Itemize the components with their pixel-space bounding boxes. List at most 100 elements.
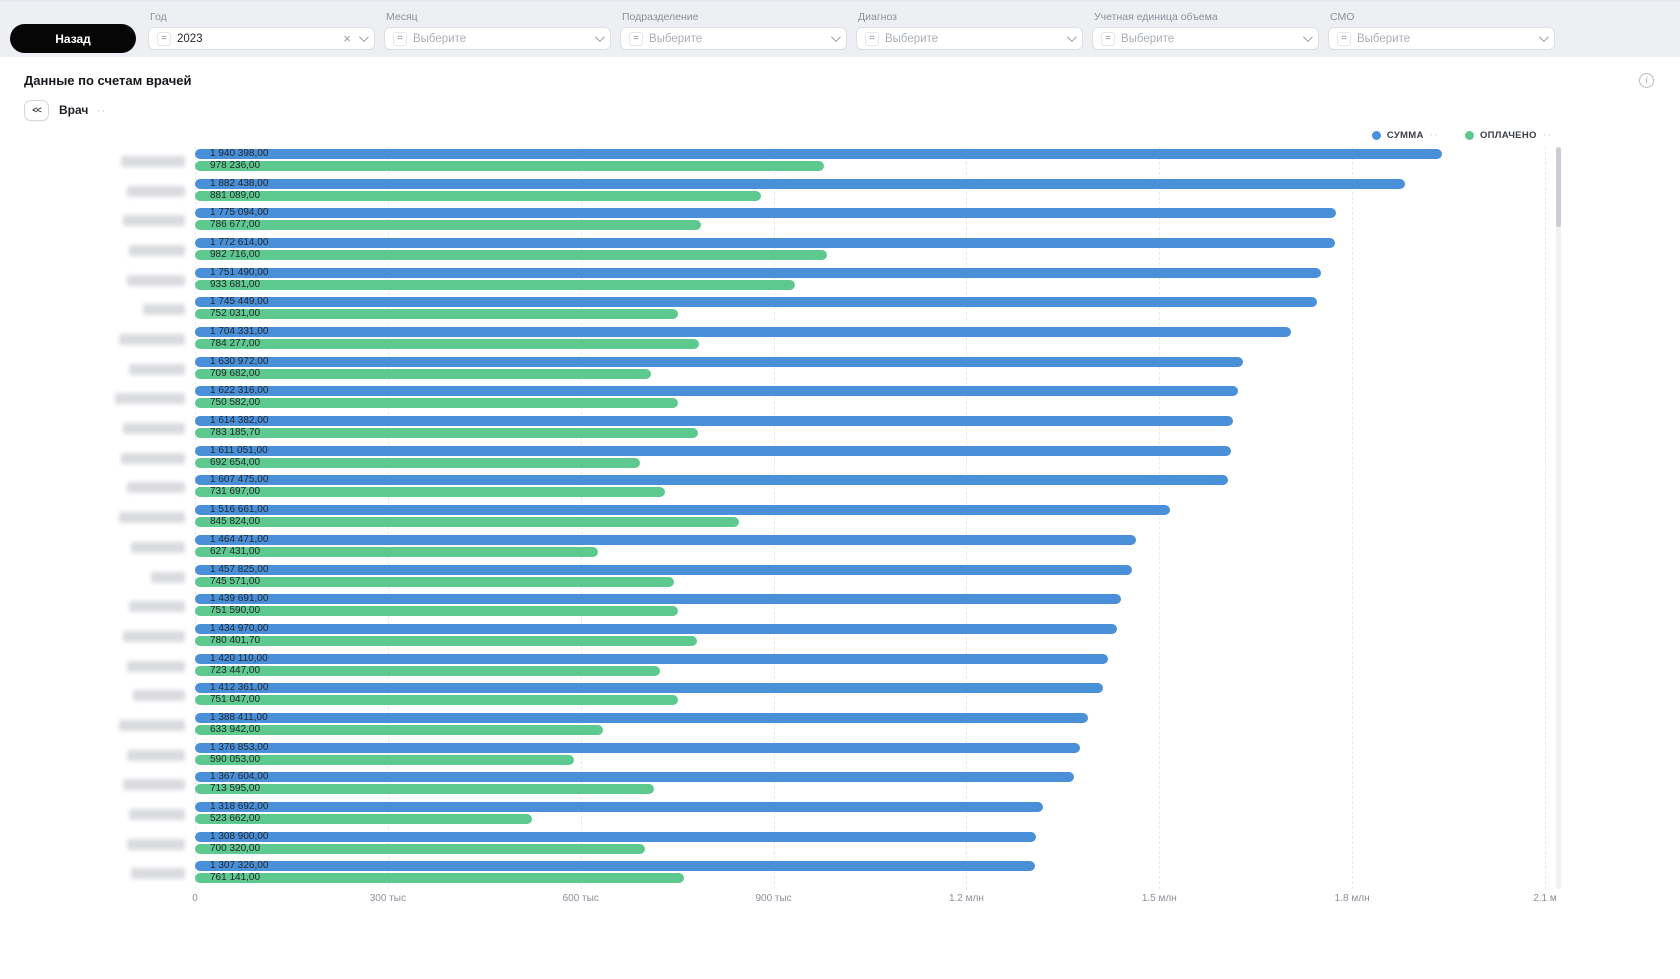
- info-icon[interactable]: i: [1639, 72, 1654, 88]
- paid-bar[interactable]: [195, 279, 796, 290]
- filter-label: Подразделение: [622, 11, 699, 23]
- clear-icon[interactable]: ×: [343, 31, 351, 46]
- paid-bar[interactable]: [195, 754, 575, 765]
- filters-group: Год = 2023 × Месяц = Выберите Подразделе…: [148, 9, 1564, 50]
- legend-drag-dots[interactable]: ··: [1542, 129, 1552, 141]
- sum-bar[interactable]: [195, 683, 1103, 694]
- scrollbar[interactable]: [1556, 147, 1561, 889]
- chart-row: 1 516 661,00 845 824,00: [119, 503, 1545, 532]
- paid-bar[interactable]: [195, 576, 675, 587]
- doctor-name-redacted: [127, 482, 185, 494]
- filter-diagnosis-select[interactable]: = Выберите: [856, 27, 1083, 50]
- paid-bar[interactable]: [195, 724, 603, 735]
- sum-bar[interactable]: [195, 772, 1075, 783]
- chart-row: 1 775 094,00 786 677,00: [123, 206, 1545, 235]
- sum-bar[interactable]: [195, 297, 1318, 308]
- sum-bar[interactable]: [195, 594, 1121, 605]
- sum-bar[interactable]: [195, 267, 1321, 278]
- sum-value-label: 1 882 438,00: [210, 177, 269, 189]
- collapse-button[interactable]: <<: [24, 99, 49, 121]
- gridline: [1352, 147, 1354, 889]
- x-axis-tick-label: 1.8 млн: [1334, 893, 1370, 904]
- gridline: [773, 147, 775, 889]
- filter-month-select[interactable]: = Выберите: [384, 27, 611, 50]
- sum-value-label: 1 420 110,00: [210, 652, 268, 664]
- paid-bar[interactable]: [195, 428, 699, 439]
- paid-bar[interactable]: [195, 517, 739, 528]
- doctor-name-redacted: [131, 541, 185, 553]
- sum-bar[interactable]: [195, 653, 1108, 664]
- paid-bar[interactable]: [195, 873, 685, 884]
- sum-value-label: 1 367 604,00: [210, 771, 269, 783]
- filter-volume-unit: Учетная единица объема = Выберите: [1092, 9, 1319, 50]
- legend-drag-dots[interactable]: ··: [1429, 129, 1439, 141]
- equals-operator-icon: =: [629, 31, 643, 46]
- doctor-name-redacted: [123, 215, 185, 227]
- filter-volume-unit-select[interactable]: = Выберите: [1092, 27, 1319, 50]
- sum-bar[interactable]: [195, 831, 1037, 842]
- paid-bar[interactable]: [195, 487, 666, 498]
- paid-bar[interactable]: [195, 309, 679, 320]
- paid-bar[interactable]: [195, 368, 652, 379]
- paid-value-label: 523 662,00: [210, 812, 261, 824]
- doctor-name-redacted: [123, 423, 185, 435]
- sum-bar[interactable]: [195, 149, 1443, 159]
- paid-bar[interactable]: [195, 606, 679, 617]
- paid-bar[interactable]: [195, 339, 700, 350]
- sum-bar[interactable]: [195, 445, 1231, 456]
- filter-bar: Назад Год = 2023 × Месяц = Выберите Подр…: [0, 0, 1680, 57]
- scrollbar-thumb[interactable]: [1556, 147, 1561, 227]
- sum-bar[interactable]: [195, 564, 1133, 575]
- paid-bar[interactable]: [195, 250, 827, 261]
- paid-bar[interactable]: [195, 398, 678, 409]
- sum-bar[interactable]: [195, 801, 1043, 812]
- chart-row: 1 622 316,00 750 582,00: [115, 384, 1545, 413]
- chart-row: 1 630 972,00 709 682,00: [129, 355, 1545, 384]
- paid-bar[interactable]: [195, 635, 697, 646]
- paid-bar[interactable]: [195, 546, 599, 557]
- sum-bar[interactable]: [195, 505, 1170, 516]
- sum-bar[interactable]: [195, 742, 1081, 753]
- paid-bar[interactable]: [195, 784, 654, 795]
- sum-value-label: 1 622 316,00: [210, 385, 269, 397]
- sum-bar[interactable]: [195, 238, 1335, 249]
- filter-division-select[interactable]: = Выберите: [620, 27, 847, 50]
- sum-bar[interactable]: [195, 861, 1036, 872]
- sum-value-label: 1 751 490,00: [210, 266, 269, 278]
- paid-bar[interactable]: [195, 220, 701, 231]
- sum-value-label: 1 457 825,00: [210, 563, 269, 575]
- paid-bar[interactable]: [195, 665, 661, 676]
- paid-bar[interactable]: [195, 695, 678, 706]
- paid-value-label: 786 677,00: [210, 219, 261, 231]
- sum-bar[interactable]: [195, 386, 1238, 397]
- sum-bar[interactable]: [195, 327, 1291, 338]
- filter-year-select[interactable]: = 2023 ×: [148, 27, 375, 50]
- paid-value-label: 700 320,00: [210, 842, 261, 854]
- chart-row: 1 367 604,00 713 595,00: [123, 770, 1545, 799]
- paid-bar[interactable]: [195, 843, 646, 854]
- equals-operator-icon: =: [157, 31, 171, 46]
- paid-bar[interactable]: [195, 161, 824, 171]
- sum-bar[interactable]: [195, 712, 1088, 723]
- sum-bar[interactable]: [195, 178, 1406, 189]
- paid-bar[interactable]: [195, 457, 641, 468]
- filter-placeholder: Выберите: [885, 32, 939, 45]
- sum-bar[interactable]: [195, 356, 1244, 367]
- sum-bar[interactable]: [195, 534, 1137, 545]
- doctor-name-redacted: [119, 334, 185, 346]
- paid-bar[interactable]: [195, 813, 532, 824]
- sum-bar[interactable]: [195, 475, 1229, 486]
- sum-bar[interactable]: [195, 416, 1233, 427]
- filter-smo-select[interactable]: = Выберите: [1328, 27, 1555, 50]
- sum-value-label: 1 614 382,00: [210, 415, 269, 427]
- legend-item[interactable]: СУММА ··: [1371, 129, 1439, 141]
- legend-label: ОПЛАЧЕНО: [1479, 129, 1537, 141]
- sum-value-label: 1 434 970,00: [210, 622, 269, 634]
- paid-bar[interactable]: [195, 190, 762, 201]
- back-button[interactable]: Назад: [10, 24, 136, 53]
- sum-bar[interactable]: [195, 623, 1118, 634]
- drag-handle-dots[interactable]: ··: [96, 103, 107, 117]
- sum-bar[interactable]: [195, 208, 1337, 219]
- legend-item[interactable]: ОПЛАЧЕНО ··: [1464, 129, 1552, 141]
- filter-label: Учетная единица объема: [1094, 11, 1218, 23]
